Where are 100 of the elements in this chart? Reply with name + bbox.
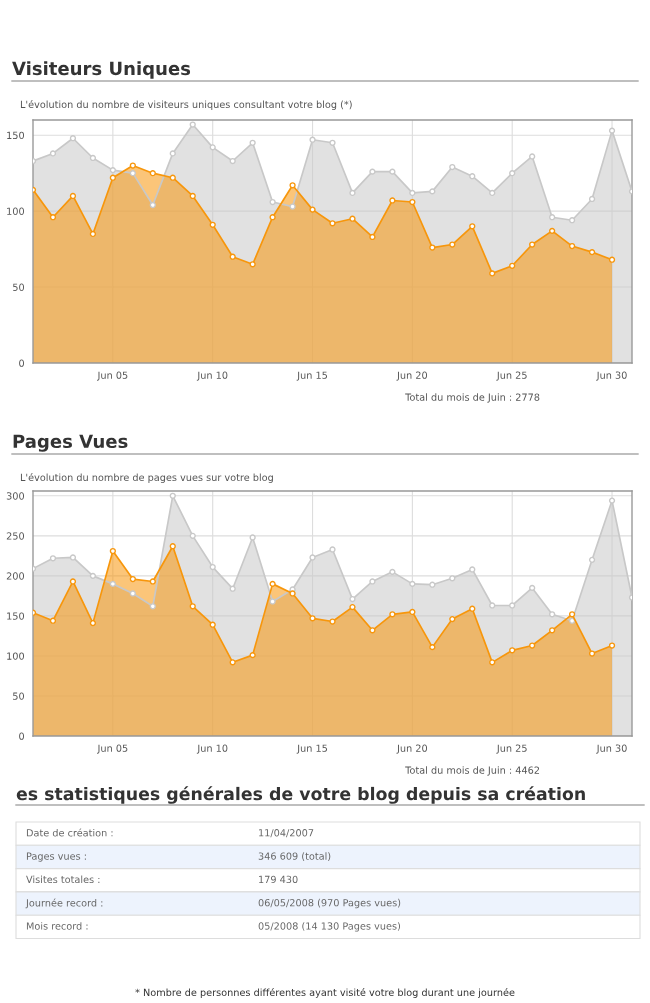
- text: Date de création :: [26, 828, 113, 837]
- point: [69, 192, 77, 200]
- point: [409, 189, 416, 197]
- y-tick-label: 50: [13, 283, 25, 291]
- text: Journée record :: [25, 898, 103, 909]
- point: [489, 602, 496, 609]
- point: [509, 647, 516, 654]
- text: 06/05/2008 (970 Pages vues): [258, 898, 401, 909]
- point: [349, 595, 356, 603]
- point: [529, 642, 536, 649]
- point: [409, 608, 416, 616]
- point: [109, 174, 116, 181]
- point: [329, 220, 336, 227]
- y-tick-label: 200: [6, 572, 25, 580]
- point: [608, 256, 616, 263]
- point: [409, 198, 416, 206]
- point: [269, 580, 276, 588]
- point: [389, 197, 396, 204]
- point: [209, 621, 216, 628]
- point: [568, 217, 576, 224]
- point: [588, 195, 596, 203]
- chart-title: Pages Vues: [13, 434, 128, 452]
- point: [149, 603, 156, 610]
- point: [169, 150, 176, 157]
- x-tick-label: Jun 20: [396, 371, 428, 381]
- point: [329, 139, 336, 146]
- point: [129, 170, 136, 177]
- point: [529, 241, 536, 248]
- y-tick-label: 0: [19, 732, 25, 740]
- point: [608, 497, 616, 504]
- y-tick-label: 250: [6, 532, 25, 540]
- x-tick-label: Jun 30: [596, 744, 627, 754]
- point: [469, 223, 476, 230]
- point: [369, 168, 376, 175]
- point: [69, 554, 77, 561]
- point: [529, 584, 536, 592]
- point: [389, 168, 396, 175]
- point: [429, 644, 436, 651]
- point: [269, 598, 276, 605]
- point: [229, 659, 236, 666]
- point: [289, 182, 296, 189]
- point: [89, 572, 97, 579]
- point: [568, 242, 576, 250]
- x-tick-label: Jun 05: [97, 744, 128, 754]
- text: Pages vues :: [26, 852, 86, 862]
- point: [509, 170, 516, 177]
- chart-subtitle: L'évolution du nombre de visiteurs uniques consultant votre blog (*): [20, 100, 352, 110]
- point: [249, 139, 256, 146]
- point: [109, 547, 116, 555]
- point: [49, 617, 57, 624]
- point: [349, 215, 356, 222]
- x-tick-label: Jun 10: [196, 371, 228, 381]
- point: [509, 262, 516, 269]
- point: [169, 543, 176, 550]
- point: [489, 189, 496, 197]
- text: 346 609 (total): [258, 852, 331, 861]
- point: [369, 578, 376, 585]
- point: [549, 611, 556, 618]
- text: * Nombre de personnes différentes ayant visité votre blog durant une journée: [135, 988, 515, 998]
- point: [529, 153, 536, 160]
- point: [309, 554, 316, 561]
- point: [49, 555, 57, 562]
- point: [509, 602, 516, 609]
- point: [449, 163, 456, 171]
- point: [449, 575, 456, 582]
- point: [269, 198, 276, 206]
- point: [129, 575, 136, 583]
- point: [169, 492, 176, 499]
- point: [129, 162, 136, 169]
- point: [149, 201, 156, 209]
- point: [149, 170, 156, 177]
- point: [209, 563, 216, 571]
- point: [588, 249, 596, 256]
- point: [289, 203, 296, 210]
- y-tick-label: 150: [7, 131, 25, 140]
- text: 11/04/2007: [259, 829, 314, 838]
- x-tick-label: Jun 25: [496, 744, 527, 754]
- point: [429, 581, 436, 588]
- point: [349, 189, 356, 197]
- point: [469, 173, 476, 180]
- point: [289, 590, 296, 597]
- point: [369, 627, 376, 634]
- point: [69, 135, 77, 142]
- point: [608, 127, 616, 134]
- x-tick-label: Jun 30: [596, 371, 627, 381]
- point: [69, 578, 77, 585]
- point: [309, 615, 316, 622]
- point: [549, 214, 556, 221]
- point: [49, 150, 57, 157]
- text: Total du mois de Juin : 4462: [405, 766, 540, 776]
- point: [189, 532, 196, 539]
- chart-subtitle: L'évolution du nombre de pages vues sur votre blog: [20, 473, 273, 483]
- y-tick-label: 0: [19, 359, 25, 367]
- point: [389, 611, 396, 618]
- x-tick-label: Jun 20: [396, 744, 428, 754]
- point: [89, 619, 97, 627]
- point: [309, 206, 316, 213]
- point: [249, 534, 256, 541]
- point: [588, 556, 596, 563]
- point: [389, 568, 396, 575]
